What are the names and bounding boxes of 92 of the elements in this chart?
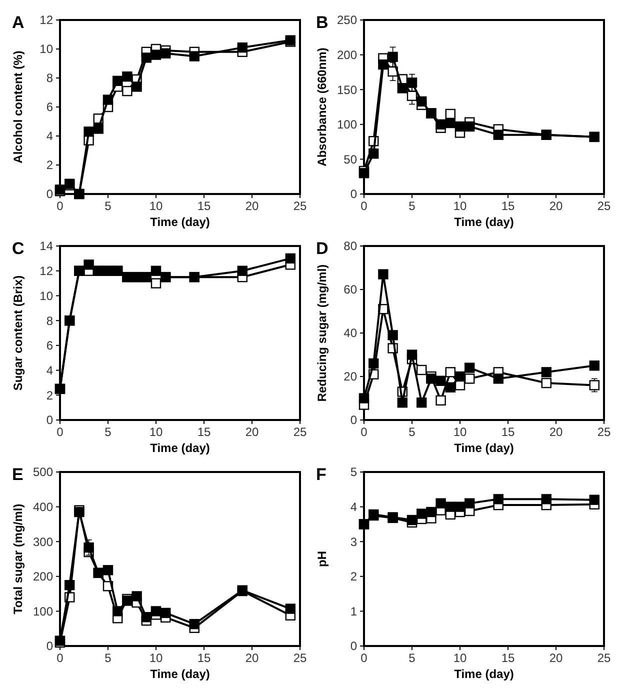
x-tick-label: 10 bbox=[149, 651, 163, 665]
x-axis-title: Time (day) bbox=[150, 441, 210, 455]
y-axis-title: Alcohol content (%) bbox=[11, 50, 25, 164]
x-tick-label: 15 bbox=[501, 425, 515, 439]
x-tick-label: 25 bbox=[293, 199, 307, 213]
y-tick-label: 4 bbox=[46, 129, 54, 144]
x-tick-label: 20 bbox=[549, 199, 563, 213]
y-tick-label: 10 bbox=[40, 42, 54, 56]
x-tick-label: 5 bbox=[104, 651, 112, 665]
x-tick-label: 0 bbox=[56, 651, 64, 665]
x-tick-label: 20 bbox=[549, 651, 563, 665]
x-tick-label: 10 bbox=[149, 425, 163, 439]
y-axis-title: Sugar content (Brix) bbox=[11, 275, 25, 391]
x-tick-label: 5 bbox=[104, 425, 112, 439]
y-tick-label: 300 bbox=[32, 534, 54, 549]
x-tick-label: 5 bbox=[408, 199, 416, 213]
y-tick-label: 400 bbox=[32, 500, 54, 514]
chart-title: D bbox=[316, 239, 328, 258]
y-tick-label: 0 bbox=[350, 413, 358, 428]
chart-title: C bbox=[12, 239, 24, 258]
y-tick-label: 150 bbox=[336, 82, 358, 97]
y-tick-label: 14 bbox=[40, 239, 54, 254]
x-tick-label: 25 bbox=[597, 199, 611, 213]
x-tick-label: 20 bbox=[549, 425, 563, 439]
y-tick-label: 5 bbox=[350, 465, 358, 480]
y-tick-label: 4 bbox=[46, 363, 54, 378]
x-axis-title: Time (day) bbox=[454, 215, 514, 229]
x-tick-label: 0 bbox=[360, 651, 368, 665]
x-tick-label: 15 bbox=[197, 651, 211, 665]
y-tick-label: 200 bbox=[32, 570, 54, 584]
x-tick-label: 0 bbox=[360, 425, 368, 439]
x-tick-label: 15 bbox=[197, 199, 211, 213]
y-tick-label: 8 bbox=[46, 71, 54, 86]
x-tick-label: 15 bbox=[501, 651, 515, 665]
y-tick-label: 2 bbox=[46, 158, 54, 172]
x-axis-title: Time (day) bbox=[150, 667, 210, 681]
x-tick-label: 25 bbox=[293, 651, 307, 665]
x-tick-label: 5 bbox=[408, 651, 416, 665]
chart-title: F bbox=[316, 465, 326, 484]
y-tick-label: 4 bbox=[350, 500, 358, 514]
x-tick-label: 10 bbox=[453, 425, 467, 439]
y-tick-label: 0 bbox=[46, 187, 54, 202]
y-tick-label: 6 bbox=[46, 100, 54, 114]
y-tick-label: 100 bbox=[32, 604, 54, 618]
y-tick-label: 12 bbox=[40, 264, 54, 278]
x-tick-label: 20 bbox=[245, 651, 259, 665]
y-tick-label: 40 bbox=[344, 326, 358, 340]
y-tick-label: 80 bbox=[344, 239, 358, 254]
y-axis-title: Absorbance (660nm) bbox=[315, 48, 329, 166]
x-tick-label: 5 bbox=[408, 425, 416, 439]
y-axis-title: Total sugar (mg/ml) bbox=[11, 504, 25, 614]
x-tick-label: 10 bbox=[149, 199, 163, 213]
x-axis-title: Time (day) bbox=[150, 215, 210, 229]
x-tick-label: 20 bbox=[245, 199, 259, 213]
x-tick-label: 20 bbox=[245, 425, 259, 439]
chart-title: E bbox=[12, 465, 24, 484]
y-tick-label: 60 bbox=[344, 282, 358, 297]
x-axis-title: Time (day) bbox=[454, 441, 514, 455]
y-tick-label: 10 bbox=[40, 288, 54, 303]
y-tick-label: 8 bbox=[46, 314, 54, 328]
y-axis-title: Reducing sugar (mg/ml) bbox=[315, 264, 329, 402]
x-tick-label: 15 bbox=[501, 199, 515, 213]
y-tick-label: 1 bbox=[350, 604, 358, 618]
chart-title: B bbox=[316, 13, 328, 32]
x-tick-label: 10 bbox=[453, 651, 467, 665]
x-tick-label: 10 bbox=[453, 199, 467, 213]
y-tick-label: 3 bbox=[350, 534, 358, 549]
x-tick-label: 15 bbox=[197, 425, 211, 439]
y-tick-label: 6 bbox=[46, 338, 54, 353]
y-tick-label: 0 bbox=[350, 639, 358, 654]
y-tick-label: 2 bbox=[350, 570, 358, 584]
x-tick-label: 25 bbox=[293, 425, 307, 439]
x-tick-label: 0 bbox=[56, 199, 64, 213]
y-tick-label: 2 bbox=[46, 388, 54, 402]
y-tick-label: 200 bbox=[336, 48, 358, 62]
y-tick-label: 250 bbox=[336, 13, 358, 28]
chart-title: A bbox=[12, 13, 24, 32]
x-tick-label: 0 bbox=[56, 425, 64, 439]
y-tick-label: 100 bbox=[336, 118, 358, 132]
y-tick-label: 20 bbox=[344, 370, 358, 384]
x-tick-label: 25 bbox=[597, 651, 611, 665]
x-tick-label: 25 bbox=[597, 425, 611, 439]
x-tick-label: 5 bbox=[104, 199, 112, 213]
y-tick-label: 0 bbox=[350, 187, 358, 202]
y-axis-title: pH bbox=[315, 551, 329, 567]
x-tick-label: 0 bbox=[360, 199, 368, 213]
y-tick-label: 0 bbox=[46, 639, 54, 654]
y-tick-label: 50 bbox=[344, 152, 358, 166]
y-tick-label: 0 bbox=[46, 413, 54, 428]
y-tick-label: 12 bbox=[40, 13, 54, 28]
y-tick-label: 500 bbox=[32, 465, 54, 480]
x-axis-title: Time (day) bbox=[454, 667, 514, 681]
